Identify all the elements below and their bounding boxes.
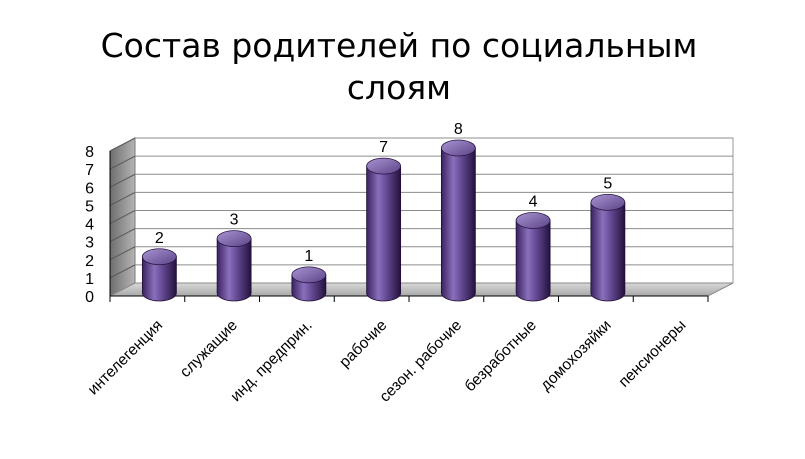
y-tick-label: 8 [85, 144, 94, 161]
side-gridline [109, 246, 136, 261]
floor [109, 282, 734, 297]
data-label: 7 [379, 139, 388, 156]
chart-walls [109, 137, 734, 297]
data-label: 8 [454, 121, 463, 138]
bar-body [440, 147, 476, 302]
bar-top [515, 212, 551, 229]
data-label: 5 [603, 175, 612, 192]
y-tick-label: 6 [85, 180, 94, 197]
data-labels: 2 3 1 7 8 4 5 [155, 121, 613, 265]
y-tick-label: 7 [85, 162, 94, 179]
side-gridline [109, 173, 136, 188]
y-tick-label: 2 [85, 253, 94, 270]
bars [141, 139, 626, 302]
side-gridline [109, 228, 136, 243]
bar [216, 230, 252, 302]
bar [141, 248, 177, 302]
side-gridline [109, 137, 136, 152]
y-tick-label: 4 [85, 217, 94, 234]
bar [291, 266, 327, 302]
side-gridline [109, 210, 136, 224]
data-label: 3 [230, 212, 239, 229]
side-gridline [109, 191, 136, 206]
x-tick-label: интелегенция [85, 317, 167, 399]
data-label: 4 [529, 194, 538, 211]
bar-top [141, 248, 177, 266]
side-gridline [109, 264, 136, 279]
data-label: 2 [155, 230, 164, 247]
x-tick-label: инд. предприн. [227, 317, 315, 405]
chart-title-line: слоям [347, 68, 451, 107]
bar [515, 212, 551, 302]
data-label: 1 [304, 248, 313, 265]
bar-body [515, 220, 551, 302]
bar [366, 157, 402, 302]
y-tick-label: 5 [85, 198, 94, 215]
bar-top [291, 266, 327, 284]
x-tick-label: сезон. рабочие [376, 317, 465, 406]
bar-top [366, 157, 402, 175]
y-tick-label: 0 [85, 289, 94, 306]
bar-body [590, 201, 626, 302]
bar-body [366, 165, 402, 302]
bar-top [440, 139, 476, 157]
x-tick-label: рабочие [336, 317, 390, 371]
bar-top [590, 193, 626, 211]
y-tick-label: 1 [85, 271, 94, 288]
side-gridline [109, 155, 136, 170]
bar [440, 139, 476, 302]
bar-top [216, 230, 252, 248]
chart-title-line: Состав родителей по социальным [101, 26, 698, 65]
x-tick-label: служащие [177, 317, 241, 381]
x-tick-label: безработные [462, 317, 540, 395]
bar [590, 193, 626, 302]
bar-body [141, 256, 177, 302]
x-tick-label: домохозяйки [537, 317, 614, 394]
bar-body [216, 238, 252, 302]
x-tick-label: пенсионеры [616, 317, 690, 391]
y-tick-label: 3 [85, 235, 94, 252]
